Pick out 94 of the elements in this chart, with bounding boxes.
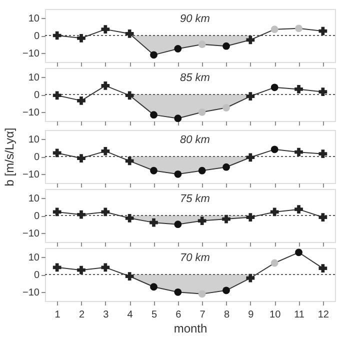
point (318, 213, 328, 222)
point (125, 272, 134, 280)
point (77, 96, 86, 105)
y-tick-label: −10 (22, 288, 40, 299)
point (198, 108, 206, 116)
y-tick-label: 10 (28, 13, 40, 24)
x-axis-title: month (174, 322, 208, 336)
point (150, 166, 158, 174)
point (150, 51, 158, 59)
y-tick-label: 0 (34, 90, 40, 101)
point (174, 170, 182, 178)
point (198, 290, 206, 298)
point (77, 154, 86, 162)
point (295, 24, 302, 32)
point (77, 266, 86, 274)
point (174, 220, 182, 228)
annotation: 90 km (180, 13, 210, 25)
y-tick-label: 10 (28, 252, 40, 264)
y-tick-label: −10 (22, 170, 40, 181)
point (101, 25, 110, 34)
point (198, 40, 206, 48)
point (295, 248, 302, 256)
y-tick-label: −10 (22, 228, 40, 240)
x-tick-label: 4 (127, 310, 134, 320)
point (270, 26, 278, 34)
point (318, 150, 328, 158)
point (150, 218, 158, 227)
point (174, 114, 182, 122)
point (246, 274, 255, 282)
y-tick-label: 0 (34, 152, 40, 163)
point (52, 91, 62, 100)
point (125, 91, 134, 100)
point (52, 31, 62, 40)
point (222, 42, 230, 50)
annotation: 80 km (180, 134, 210, 146)
y-tick-label: −10 (22, 108, 40, 119)
x-tick-label: 1 (54, 310, 61, 320)
x-tick-label: 6 (176, 310, 182, 320)
point (101, 147, 110, 156)
y-tick-label: 10 (28, 193, 40, 204)
y-tick-label: 0 (34, 211, 40, 222)
point (294, 205, 303, 214)
y-tick-label: 10 (28, 134, 40, 146)
y-tick-label: 0 (34, 31, 40, 42)
point (222, 214, 230, 224)
point (198, 216, 206, 225)
annotation: 70 km (180, 252, 210, 264)
point (246, 36, 255, 44)
point (222, 286, 230, 294)
point (101, 208, 110, 216)
point (77, 210, 86, 219)
annotation: 85 km (180, 72, 210, 84)
x-tick-label: 5 (151, 310, 158, 320)
point (318, 264, 328, 272)
y-axis-title: b [m/s/Lyα] (2, 128, 17, 186)
point (101, 81, 110, 90)
point (222, 104, 230, 112)
point (52, 263, 62, 272)
x-tick-label: 7 (200, 310, 206, 320)
point (198, 166, 206, 174)
point (318, 26, 328, 36)
point (150, 111, 158, 119)
point (174, 45, 182, 52)
point (77, 34, 86, 42)
x-tick-label: 10 (270, 310, 282, 320)
x-tick-label: 3 (103, 310, 110, 320)
point (222, 163, 230, 171)
x-tick-label: 2 (78, 310, 85, 320)
point (52, 148, 62, 158)
point (52, 208, 62, 216)
x-tick-label: 12 (318, 310, 330, 320)
point (125, 214, 134, 222)
y-tick-label: 10 (28, 72, 40, 84)
point (294, 85, 303, 94)
annotation: 75 km (180, 193, 210, 205)
point (270, 84, 278, 92)
x-tick-label: 11 (294, 310, 305, 320)
point (125, 30, 134, 38)
x-tick-label: 8 (224, 310, 230, 320)
point (270, 208, 279, 216)
point (101, 263, 110, 272)
point (294, 148, 303, 156)
point (270, 146, 278, 154)
x-tick-label: 9 (248, 310, 254, 320)
point (246, 153, 255, 162)
point (150, 283, 158, 291)
point (246, 213, 255, 222)
y-tick-label: −10 (22, 48, 40, 60)
point (174, 288, 182, 296)
y-tick-label: 0 (34, 270, 40, 281)
point (125, 156, 134, 166)
point (270, 259, 278, 267)
point (318, 88, 328, 96)
point (246, 92, 255, 100)
